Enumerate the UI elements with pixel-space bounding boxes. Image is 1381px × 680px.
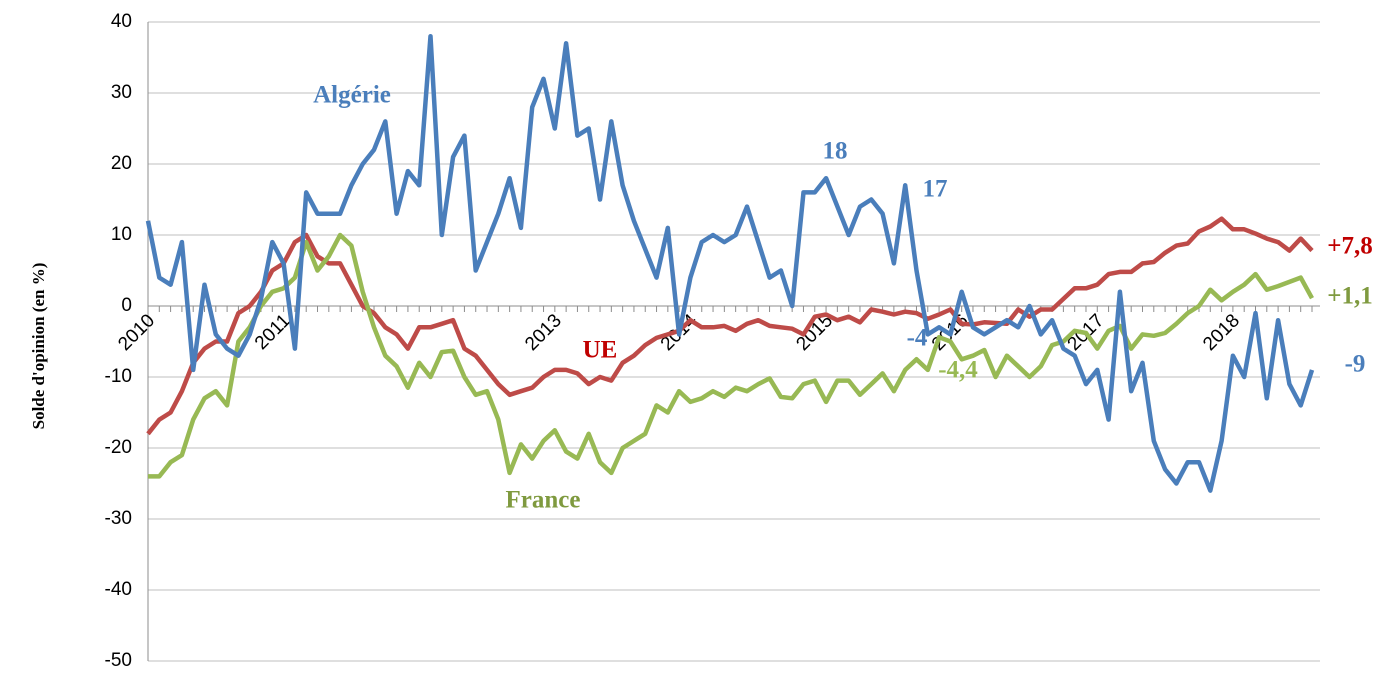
y-tick-label: -20 bbox=[105, 437, 132, 458]
y-tick-label: -10 bbox=[105, 366, 132, 387]
annotation: Algérie bbox=[313, 82, 391, 109]
annotation: UE bbox=[583, 337, 618, 364]
annotation: 18 bbox=[823, 138, 848, 165]
x-tick-label: 2013 bbox=[521, 310, 566, 355]
annotation: France bbox=[506, 487, 581, 514]
y-tick-label: 20 bbox=[111, 153, 132, 174]
series-line bbox=[145, 33, 1315, 493]
x-tick-label: 2018 bbox=[1199, 310, 1244, 355]
y-tick-label: 10 bbox=[111, 224, 132, 245]
y-tick-label: 0 bbox=[121, 295, 132, 316]
y-axis-label: Solde d'opinion (en %) bbox=[29, 263, 48, 430]
series-line bbox=[148, 232, 1314, 479]
annotation: -4,4 bbox=[938, 357, 978, 384]
annotation: -4 bbox=[907, 325, 928, 352]
annotation: 17 bbox=[923, 176, 948, 203]
series-line bbox=[146, 216, 1314, 436]
annotation: -9 bbox=[1345, 351, 1366, 378]
y-tick-label: -40 bbox=[105, 579, 132, 600]
y-tick-label: -50 bbox=[105, 650, 132, 671]
y-tick-label: 40 bbox=[111, 11, 132, 32]
y-tick-label: 30 bbox=[111, 82, 132, 103]
annotation: +7,8 bbox=[1327, 233, 1373, 260]
y-tick-label: -30 bbox=[105, 508, 132, 529]
annotation: +1,1 bbox=[1327, 283, 1373, 310]
x-tick-label: 2010 bbox=[114, 310, 159, 355]
